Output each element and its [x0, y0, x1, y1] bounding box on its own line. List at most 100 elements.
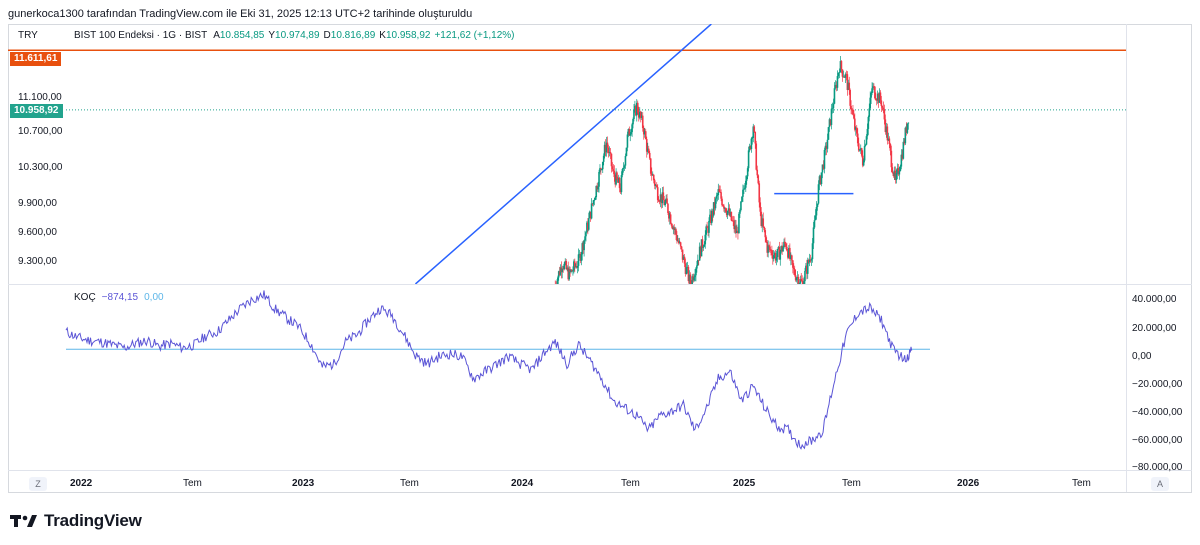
high-label: Y — [268, 30, 276, 41]
candle-body — [556, 285, 558, 286]
candle-body — [578, 253, 581, 255]
candle-body — [643, 131, 646, 135]
candle-body — [594, 197, 597, 200]
candle-body — [795, 277, 798, 281]
candle-body — [899, 166, 902, 172]
candle-body — [718, 189, 721, 192]
candle-body — [797, 276, 800, 284]
candle-body — [740, 201, 742, 211]
candle-body — [691, 276, 694, 284]
candle-body — [655, 185, 658, 188]
tradingview-logo[interactable]: TradingView — [10, 511, 142, 531]
candle-body — [701, 239, 704, 248]
candle-body — [664, 201, 666, 206]
oscillator-value: −874,15 — [101, 292, 139, 303]
candle-body — [561, 268, 564, 273]
candle-body — [733, 220, 735, 230]
currency-selector[interactable]: TRY — [18, 30, 38, 41]
candle-body — [884, 119, 887, 133]
candle-body — [839, 61, 842, 73]
candle-body — [738, 213, 740, 234]
price-axis-label: 10.700,00 — [18, 126, 63, 137]
candle-body — [810, 259, 813, 261]
oscillator-axis-label: 40.000,00 — [1132, 294, 1177, 305]
last-price-tag: 10.958,92 — [10, 104, 63, 118]
candle-body — [896, 168, 899, 173]
candle-body — [579, 253, 582, 261]
candle-body — [874, 86, 876, 99]
candle-body — [713, 202, 716, 209]
candle-body — [802, 282, 804, 284]
candle-body — [616, 172, 618, 179]
candle-body — [772, 255, 775, 259]
price-axis-label: 9.600,00 — [18, 227, 57, 238]
candle-body — [757, 175, 760, 184]
candle-body — [659, 194, 662, 202]
candle-body — [680, 246, 683, 250]
candle-body — [758, 183, 761, 203]
candle-body — [847, 82, 850, 90]
time-axis-label: 2024 — [511, 478, 534, 489]
candle-body — [573, 261, 575, 271]
zoom-reset-button[interactable]: Z — [29, 477, 47, 491]
candle-body — [602, 155, 605, 162]
candle-body — [587, 218, 590, 230]
candle-body — [617, 178, 619, 183]
candle-body — [577, 254, 580, 266]
candle-body — [827, 127, 830, 140]
symbol-name[interactable]: BIST 100 Endeksi · 1G · BIST — [74, 30, 208, 41]
candle-body — [700, 239, 703, 257]
candle-body — [574, 261, 576, 267]
candle-body — [842, 76, 845, 78]
candle-body — [812, 227, 815, 244]
candle-body — [858, 149, 861, 151]
candle-body — [764, 230, 767, 238]
candle-body — [666, 198, 668, 204]
candle-body — [684, 263, 687, 274]
candle-body — [653, 180, 656, 186]
candle-body — [670, 223, 673, 226]
symbol-legend[interactable]: BIST 100 Endeksi · 1G · BIST A10.854,85 Y1… — [74, 29, 515, 43]
oscillator-name[interactable]: KOÇ — [74, 292, 96, 303]
candle-body — [852, 109, 854, 115]
oscillator-legend[interactable]: KOÇ −874,15 0,00 — [74, 291, 164, 305]
candle-body — [565, 261, 568, 270]
candle-body — [656, 187, 659, 201]
candle-body — [864, 144, 867, 146]
candle-body — [792, 267, 795, 270]
candle-body — [848, 82, 851, 90]
candle-body — [895, 172, 898, 181]
candle-body — [662, 192, 665, 200]
candle-body — [735, 225, 737, 234]
candle-body — [879, 92, 882, 101]
candle-body — [623, 165, 626, 168]
candle-body — [631, 124, 633, 133]
candle-body — [874, 98, 877, 100]
oscillator-axis-label: 20.000,00 — [1132, 323, 1177, 334]
candle-body — [727, 208, 730, 211]
auto-scale-button[interactable]: A — [1151, 477, 1169, 491]
candle-body — [714, 198, 717, 209]
candle-body — [625, 147, 628, 157]
candle-body — [799, 278, 802, 284]
candle-body — [781, 246, 783, 252]
candle-body — [778, 246, 781, 260]
candle-body — [736, 230, 738, 234]
candle-body — [861, 155, 864, 166]
candle-body — [641, 115, 644, 129]
candle-body — [693, 277, 695, 281]
candle-body — [744, 187, 746, 189]
candle-body — [558, 271, 561, 275]
candle-body — [821, 164, 824, 173]
candle-body — [650, 173, 653, 176]
candle-body — [773, 253, 776, 256]
candle-body — [686, 266, 689, 268]
candle-body — [776, 248, 779, 258]
candle-body — [750, 138, 753, 150]
candle-body — [876, 93, 879, 101]
candle-body — [619, 188, 622, 193]
candle-body — [706, 226, 708, 228]
candle-body — [609, 152, 612, 154]
candle-body — [568, 269, 571, 280]
